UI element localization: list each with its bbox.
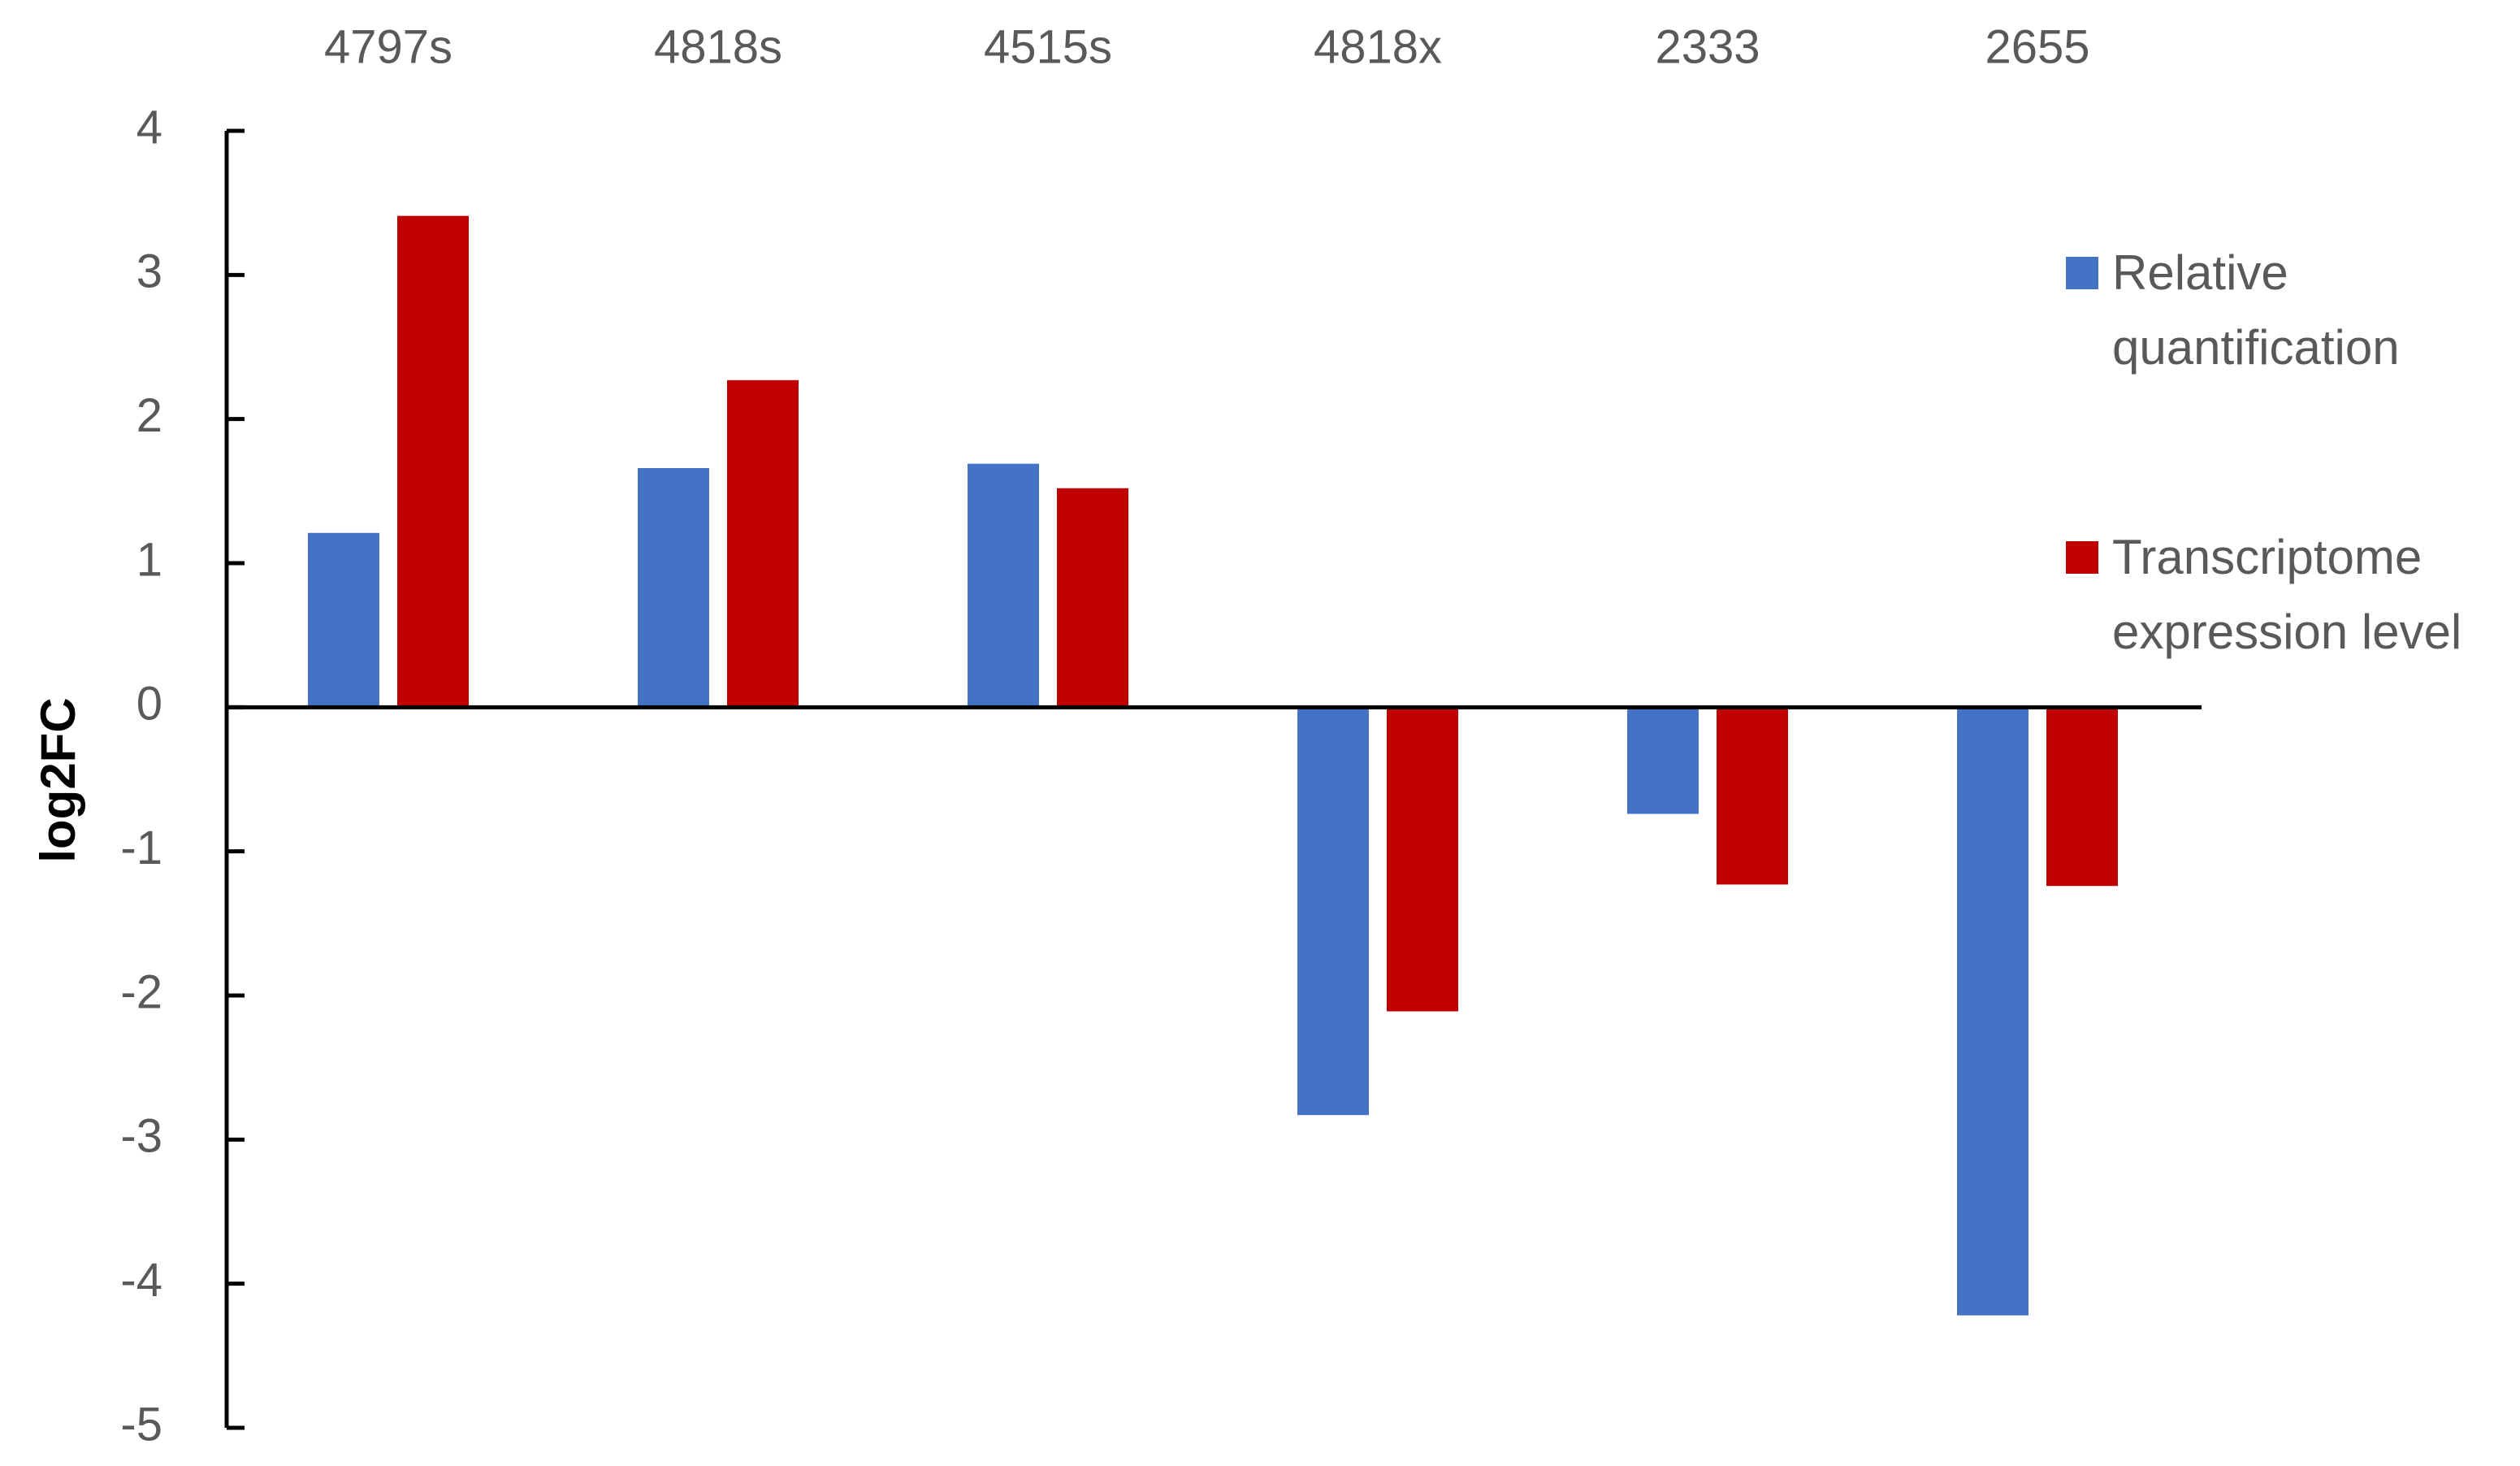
y-tick-label: -1 <box>120 822 162 874</box>
y-tick-label: 3 <box>136 245 162 298</box>
y-axis-label: log2FC <box>31 697 85 862</box>
bar <box>727 380 799 708</box>
x-category-label: 4818x <box>1314 20 1442 73</box>
y-tick-label: -5 <box>120 1398 162 1451</box>
bar <box>1627 707 1699 814</box>
bar <box>397 215 469 708</box>
y-tick-label: 1 <box>136 533 162 586</box>
legend-swatch <box>2066 257 2098 289</box>
legend-label: Transcriptome expression level <box>2112 530 2462 659</box>
bar <box>968 463 1039 708</box>
x-category-label: 4515s <box>984 20 1112 73</box>
x-category-label: 2655 <box>1985 20 2089 73</box>
bar <box>308 532 379 708</box>
bar <box>2046 707 2118 887</box>
y-tick-label: 2 <box>136 389 162 442</box>
x-category-label: 4797s <box>324 20 452 73</box>
y-tick-label: -3 <box>120 1110 162 1163</box>
x-category-label: 4818s <box>654 20 782 73</box>
bar <box>1297 707 1369 1116</box>
y-tick-label: -4 <box>120 1254 162 1307</box>
bar <box>1387 707 1458 1012</box>
y-tick-label: 4 <box>136 101 162 154</box>
y-tick-label: 0 <box>136 678 162 731</box>
bar <box>1717 707 1788 885</box>
legend-swatch <box>2066 541 2098 574</box>
x-category-label: 2333 <box>1655 20 1760 73</box>
bar <box>638 467 709 708</box>
bar <box>1957 707 2029 1316</box>
legend-label: Relative quantification <box>2112 245 2400 375</box>
y-tick-label: -2 <box>120 965 162 1018</box>
bar <box>1057 488 1128 708</box>
